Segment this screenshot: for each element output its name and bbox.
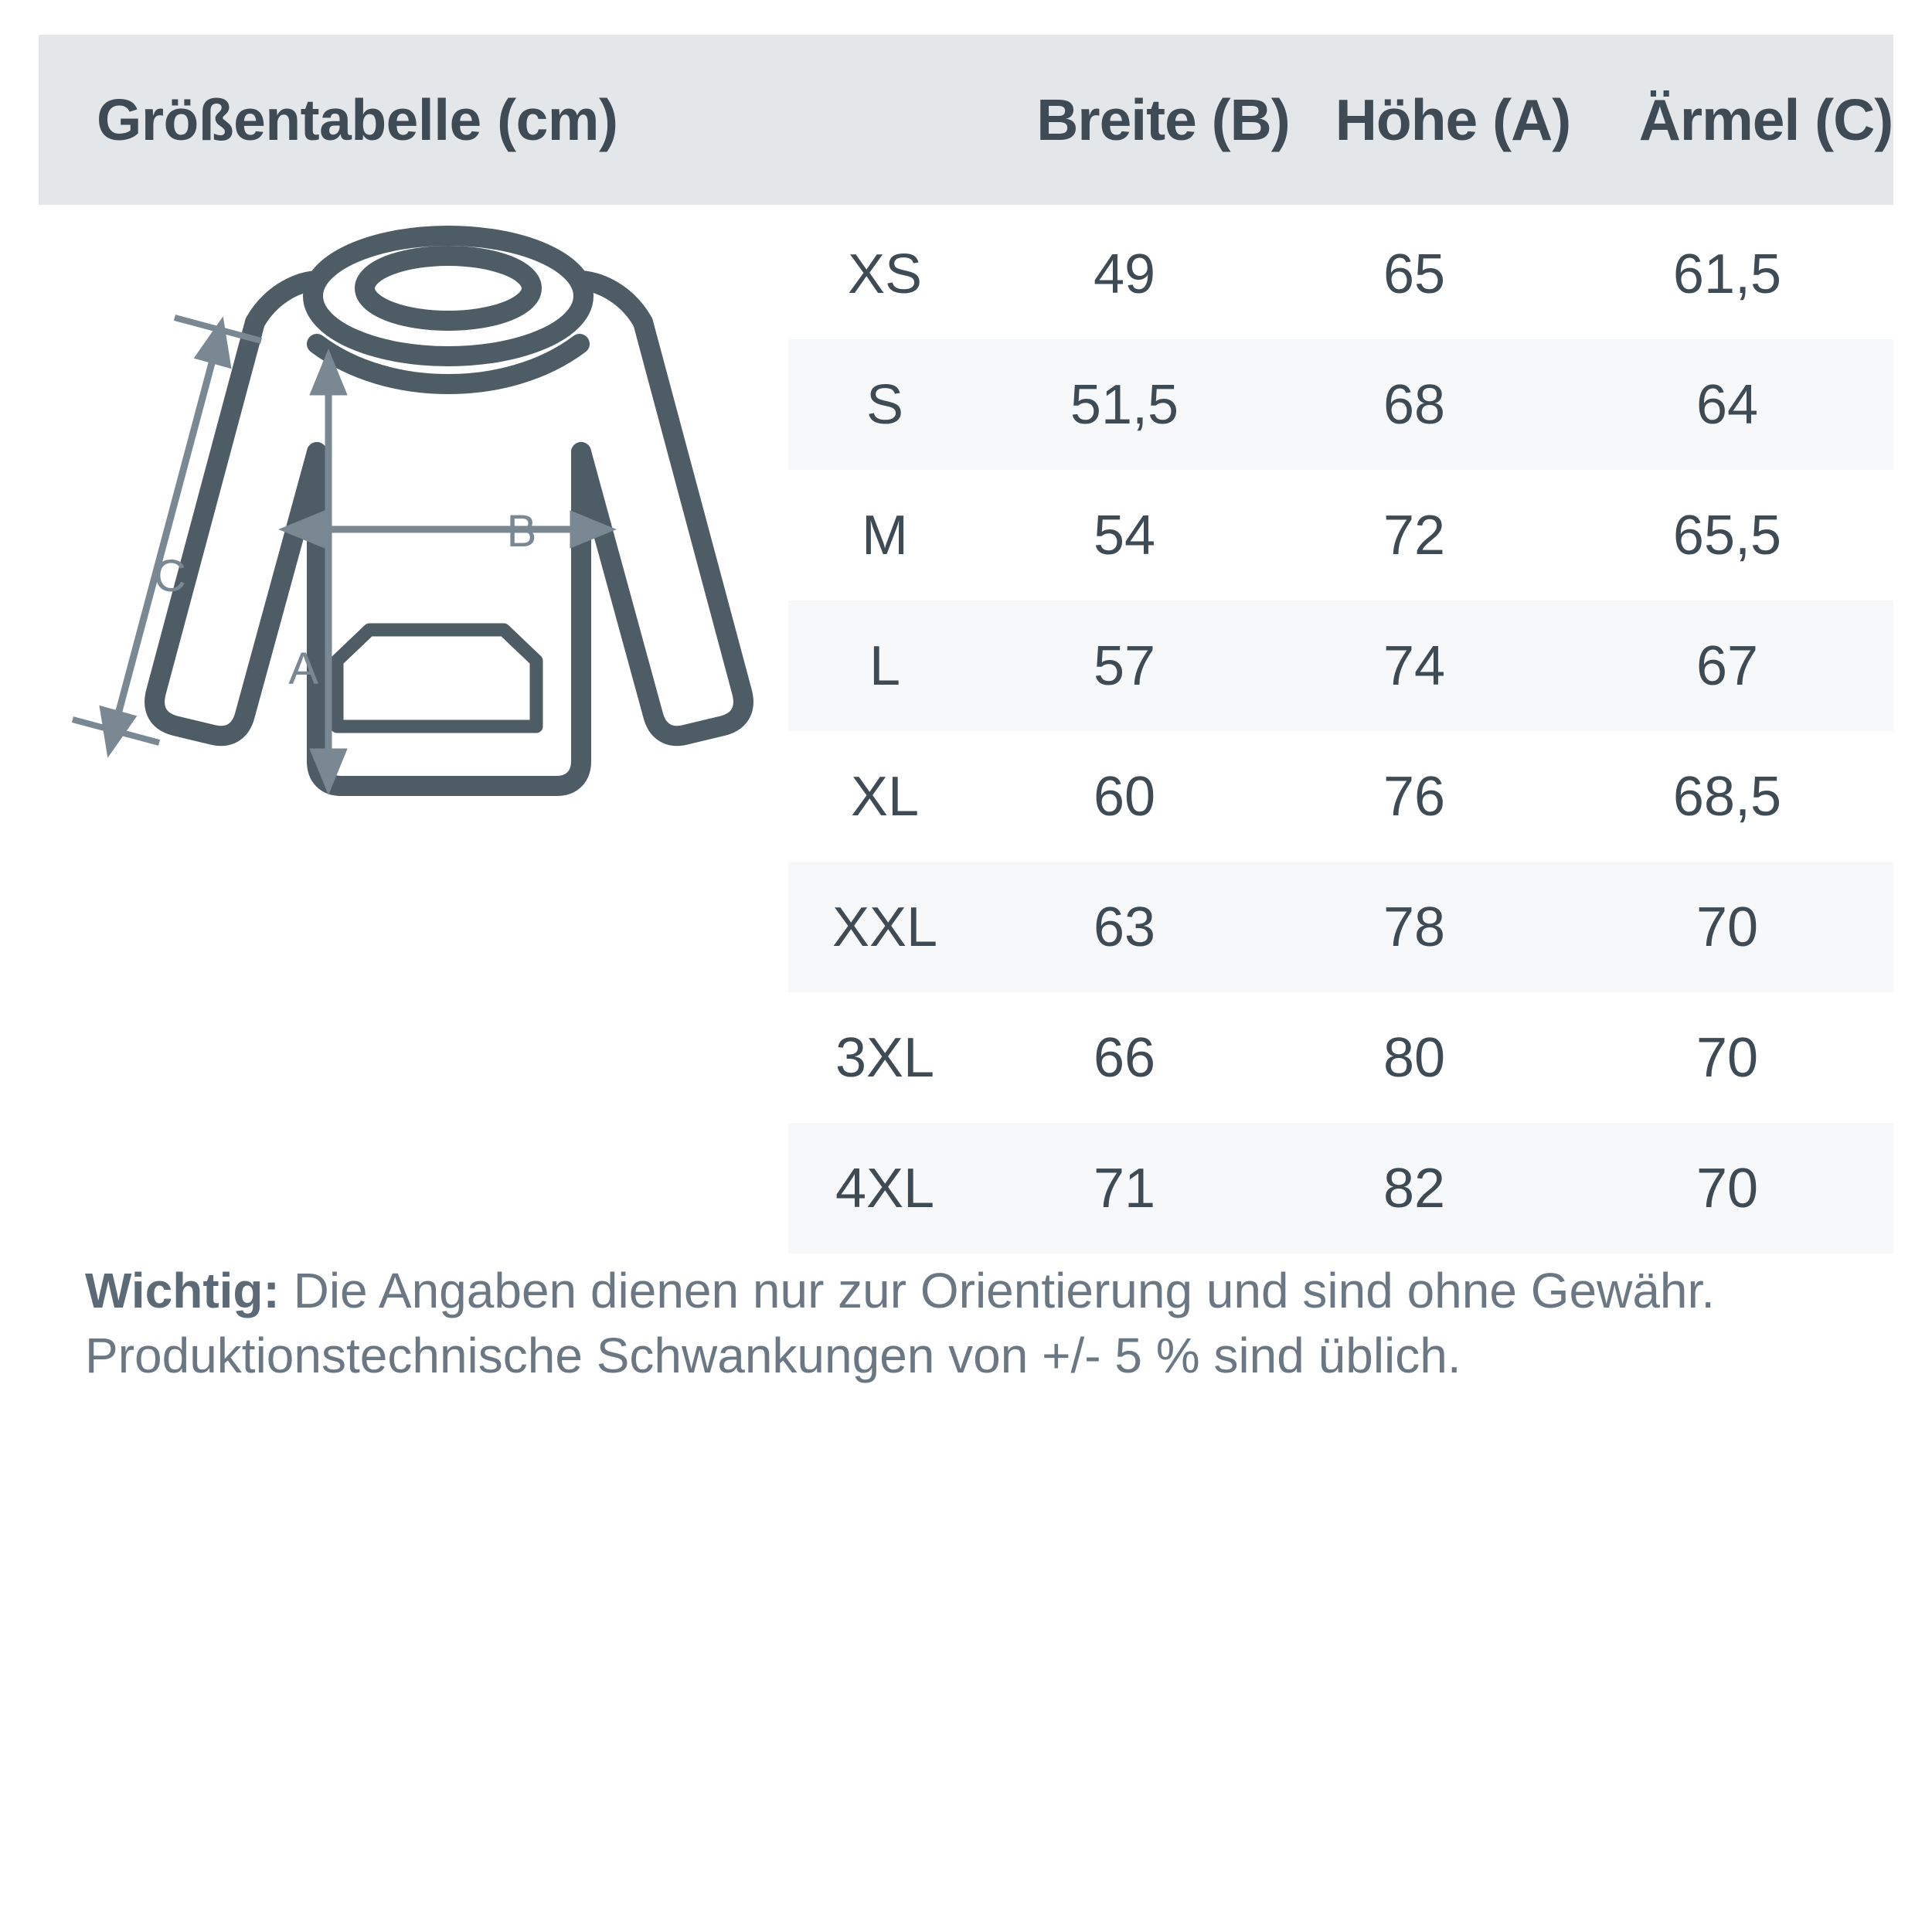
size-table: XS 49 65 61,5 S 51,5 68 64 M 54 72 65,5 … [788,209,1893,1253]
hood-inner [355,246,542,331]
arrow-b-head-right [570,510,617,549]
cell-breite: 51,5 [1070,373,1179,436]
cell-aermel: 65,5 [1672,504,1782,566]
table-row: 3XL 66 80 70 [788,992,1893,1123]
cell-size: XS [847,243,923,305]
column-header-aermel: Ärmel (C) [1638,87,1894,152]
arrow-a-head-bottom [309,748,348,795]
cell-aermel: 64 [1696,373,1759,436]
cell-hoehe: 74 [1383,634,1446,697]
arrow-b-head-left [278,510,325,549]
dimension-label-a: A [288,644,318,694]
column-header-breite: Breite (B) [1036,87,1291,152]
table-row: S 51,5 68 64 [788,339,1893,470]
cell-breite: 71 [1093,1157,1156,1219]
cell-hoehe: 68 [1383,373,1446,436]
hood-outer [303,226,594,366]
footnote-label: Wichtig: [85,1263,280,1318]
footnote-text-1: Die Angaben dienen nur zur Orientierung … [279,1263,1716,1318]
hoodie-outline [145,226,753,796]
table-row: XXL 63 78 70 [788,862,1893,992]
cell-aermel: 67 [1696,634,1759,697]
table-row: L 57 74 67 [788,600,1893,731]
table-row: M 54 72 65,5 [788,470,1893,600]
cell-hoehe: 82 [1383,1157,1446,1219]
dimension-label-b: B [507,506,537,556]
cell-hoehe: 72 [1383,504,1446,566]
arrow-a-head-top [309,349,348,396]
cell-breite: 60 [1093,765,1156,828]
cell-aermel: 68,5 [1672,765,1782,828]
cell-hoehe: 78 [1383,896,1446,958]
cell-breite: 66 [1093,1026,1156,1089]
cell-aermel: 70 [1696,1157,1759,1219]
table-row: 4XL 71 82 70 [788,1123,1893,1253]
hoodie-diagram-svg: A B C [71,226,753,796]
kangaroo-pocket [330,623,543,733]
cell-size: 4XL [835,1157,935,1219]
cell-breite: 54 [1093,504,1156,566]
cell-breite: 57 [1093,634,1156,697]
dimension-label-c: C [154,551,186,601]
cell-hoehe: 65 [1383,243,1446,305]
column-header-group: Breite (B) Höhe (A) Ärmel (C) [827,35,1932,205]
arrow-c-tick-top [173,315,263,344]
footnote-line-1: Wichtig: Die Angaben dienen nur zur Orie… [85,1263,1715,1318]
arrow-c-head-top [193,316,232,369]
cell-breite: 63 [1093,896,1156,958]
table-row: XS 49 65 61,5 [788,209,1893,339]
cell-aermel: 70 [1696,1026,1759,1089]
cell-size: 3XL [835,1026,935,1089]
cell-hoehe: 76 [1383,765,1446,828]
cell-aermel: 61,5 [1672,243,1782,305]
page-title: Größentabelle (cm) [97,87,618,152]
cell-aermel: 70 [1696,896,1759,958]
cell-size: XL [850,765,920,828]
cell-size: L [869,634,901,697]
column-header-hoehe: Höhe (A) [1335,87,1571,152]
cell-size: S [866,373,904,436]
arrow-c-tick-bottom [71,716,161,746]
table-header-band: Größentabelle (cm) Breite (B) Höhe (A) Ä… [39,35,1893,205]
dimension-arrows [71,315,617,795]
footnote: Wichtig: Die Angaben dienen nur zur Orie… [85,1258,1886,1389]
arrow-c-line [112,350,219,724]
table-row: XL 60 76 68,5 [788,731,1893,862]
cell-breite: 49 [1093,243,1156,305]
cell-size: XXL [832,896,938,958]
cell-size: M [862,504,908,566]
hoodie-measurement-diagram: A B C [62,220,804,831]
cell-hoehe: 80 [1383,1026,1446,1089]
footnote-text-2: Produktionstechnische Schwankungen von +… [85,1328,1461,1384]
